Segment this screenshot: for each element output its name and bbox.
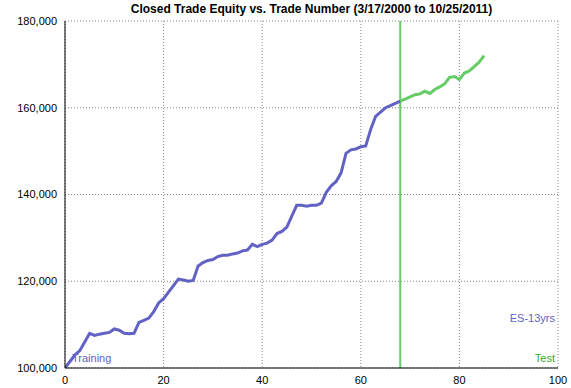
svg-text:0: 0 [62, 374, 68, 386]
html-text:Closed Trade Equity vs. Trade: Closed Trade Equity vs. Trade Number (3/… [130, 2, 493, 16]
html-text:Training: Training [72, 352, 112, 364]
svg-text:180,000: 180,000 [17, 15, 57, 27]
svg-text:140,000: 140,000 [17, 188, 57, 200]
svg-text:80: 80 [453, 374, 465, 386]
svg-text:100,000: 100,000 [17, 362, 57, 374]
html-text:ES-13yrs: ES-13yrs [509, 312, 555, 324]
svg-text:100: 100 [549, 374, 563, 386]
svg-text:120,000: 120,000 [17, 275, 57, 287]
html-text:Test: Test [534, 352, 555, 364]
svg-text:60: 60 [355, 374, 367, 386]
svg-text:160,000: 160,000 [17, 102, 57, 114]
svg-text:20: 20 [157, 374, 169, 386]
svg-text:40: 40 [256, 374, 268, 386]
